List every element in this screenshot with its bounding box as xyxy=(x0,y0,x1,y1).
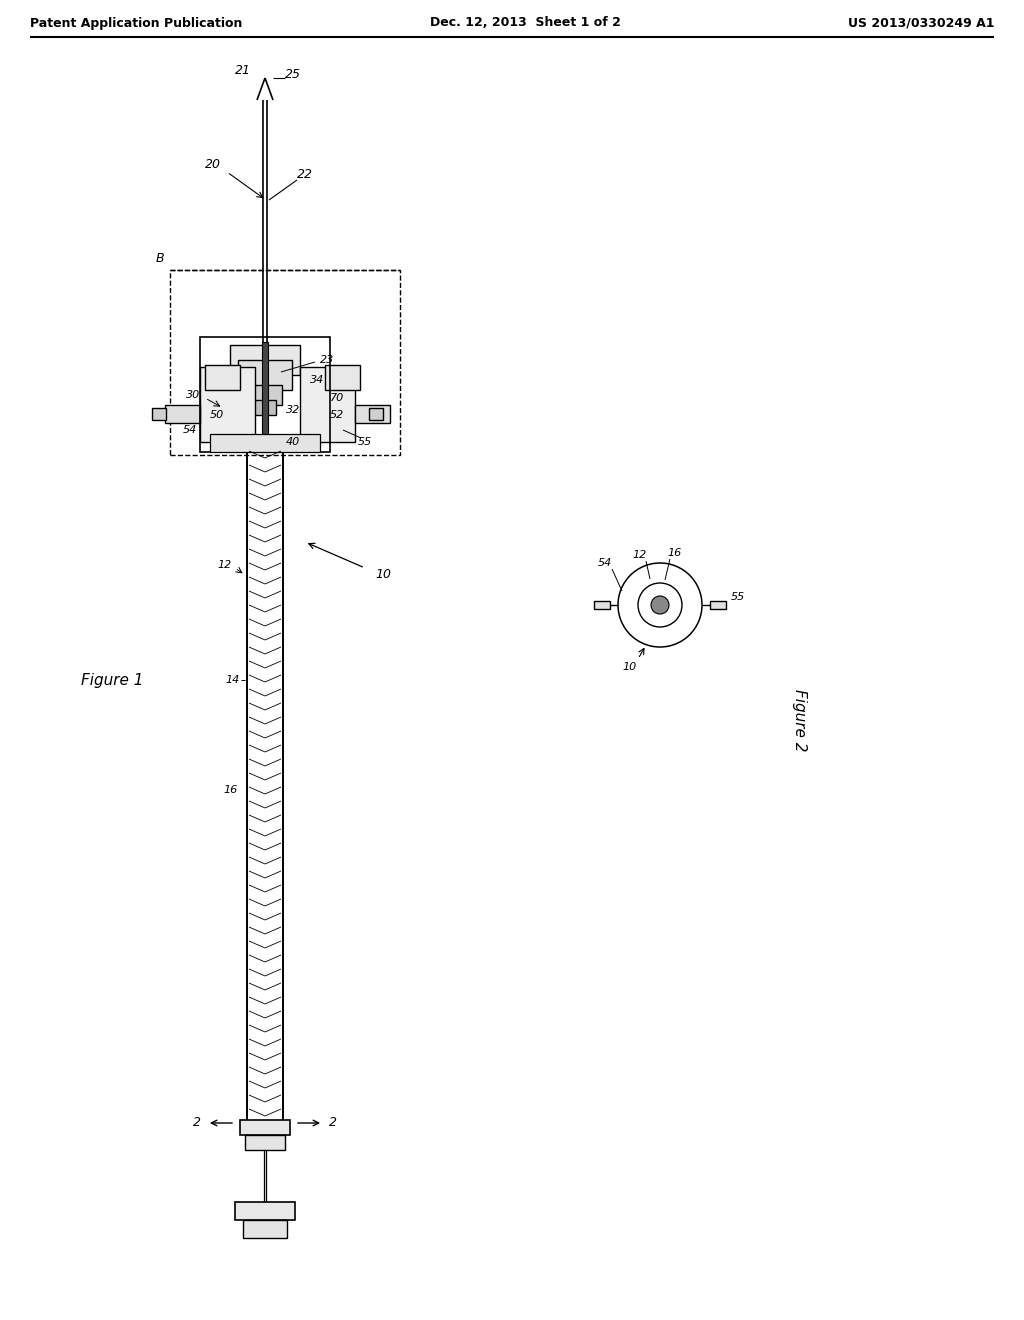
Text: 70: 70 xyxy=(330,393,344,403)
Text: 52: 52 xyxy=(330,411,344,420)
Text: 16: 16 xyxy=(668,548,682,558)
Bar xyxy=(238,360,292,389)
Text: B: B xyxy=(156,252,164,264)
Bar xyxy=(205,366,240,389)
Text: 55: 55 xyxy=(357,437,372,447)
Bar xyxy=(200,337,330,451)
Bar xyxy=(240,1119,290,1135)
Bar xyxy=(248,385,282,405)
Bar xyxy=(170,271,400,455)
Text: Figure 1: Figure 1 xyxy=(81,672,143,688)
Text: 55: 55 xyxy=(731,591,745,602)
Text: 25: 25 xyxy=(285,67,301,81)
Text: 40: 40 xyxy=(286,437,300,447)
Text: 12: 12 xyxy=(633,550,647,560)
Text: 16: 16 xyxy=(224,785,239,795)
Bar xyxy=(245,1135,285,1150)
Text: 23: 23 xyxy=(319,355,334,366)
Text: 54: 54 xyxy=(598,558,612,568)
Bar xyxy=(262,342,268,451)
Bar xyxy=(325,366,360,389)
Bar xyxy=(369,408,383,420)
Text: 30: 30 xyxy=(186,389,200,400)
Text: 10: 10 xyxy=(375,569,391,582)
Text: US 2013/0330249 A1: US 2013/0330249 A1 xyxy=(848,16,994,29)
Bar xyxy=(355,405,390,422)
Text: 50: 50 xyxy=(210,411,224,420)
Text: 2: 2 xyxy=(329,1117,337,1130)
Text: 32: 32 xyxy=(286,405,300,414)
Text: Figure 2: Figure 2 xyxy=(793,689,808,751)
Bar xyxy=(200,367,255,442)
Text: 14: 14 xyxy=(226,675,240,685)
Text: 34: 34 xyxy=(310,375,325,385)
Text: 22: 22 xyxy=(297,169,313,181)
Bar xyxy=(243,1220,287,1238)
Text: 12: 12 xyxy=(218,560,232,570)
Circle shape xyxy=(651,597,669,614)
Bar xyxy=(594,601,610,609)
Bar xyxy=(710,601,726,609)
Bar xyxy=(165,405,200,422)
Text: 10: 10 xyxy=(623,663,637,672)
Text: 2: 2 xyxy=(193,1117,201,1130)
Bar xyxy=(300,367,355,442)
Bar xyxy=(210,434,319,451)
Bar xyxy=(234,1203,295,1220)
Bar xyxy=(152,408,166,420)
Bar xyxy=(230,345,300,375)
Bar xyxy=(254,400,276,414)
Text: Dec. 12, 2013  Sheet 1 of 2: Dec. 12, 2013 Sheet 1 of 2 xyxy=(430,16,621,29)
Text: Patent Application Publication: Patent Application Publication xyxy=(30,16,243,29)
Text: 54: 54 xyxy=(183,425,198,436)
Text: 21: 21 xyxy=(234,63,251,77)
Text: 20: 20 xyxy=(205,158,221,172)
